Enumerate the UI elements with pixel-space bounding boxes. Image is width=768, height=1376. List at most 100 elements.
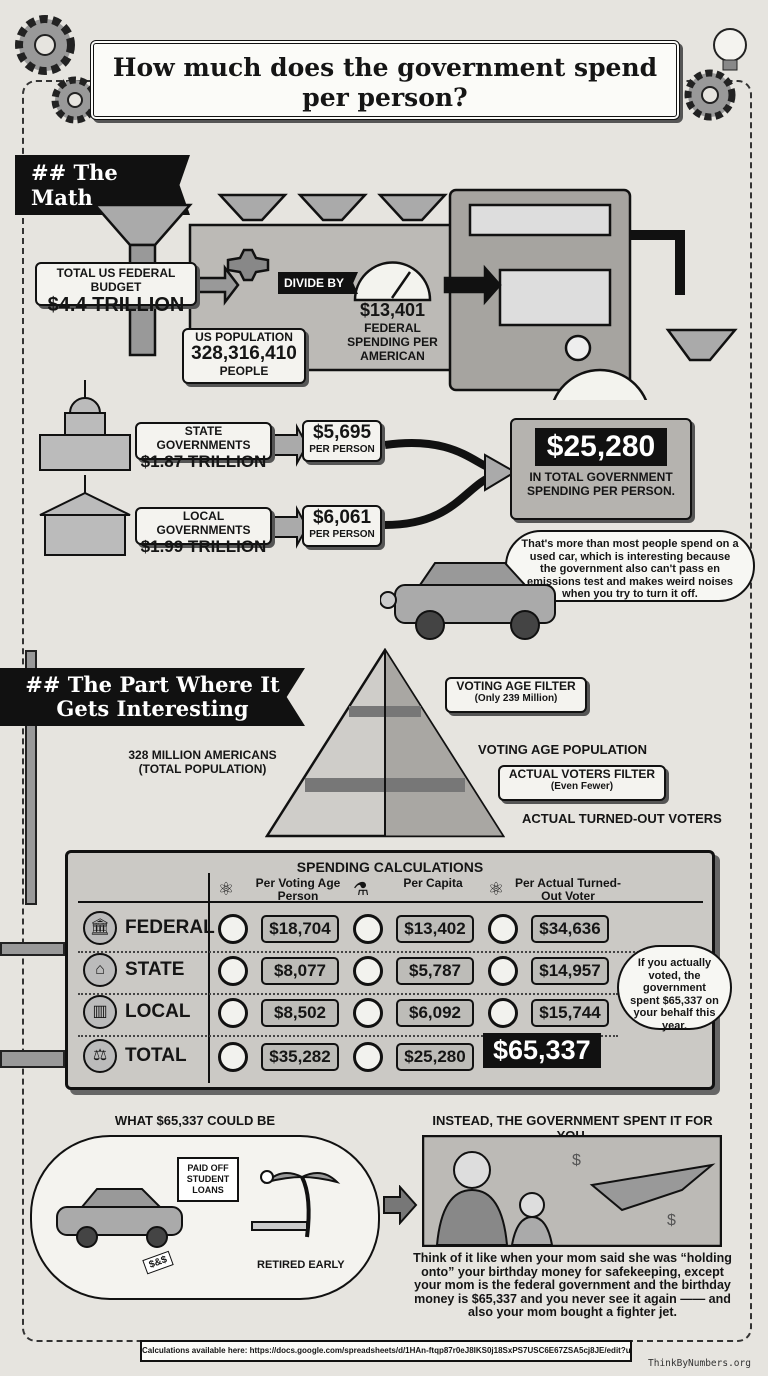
gears-decoration	[15, 15, 747, 124]
local-per-unit: PER PERSON	[309, 529, 375, 540]
city-hall-icon: ▥	[83, 995, 117, 1029]
table-value: $35,282	[261, 1043, 339, 1071]
table-value: $25,280	[396, 1043, 474, 1071]
gauge-icon	[488, 914, 518, 944]
column-header: Per Actual Turned-Out Voter	[514, 876, 621, 903]
state-value: $1.87 TRILLION	[140, 452, 267, 471]
actual-voters-filter-box: ACTUAL VOTERS FILTER (Even Fewer)	[498, 765, 666, 801]
state-per-person-box: $5,695 PER PERSON	[302, 420, 382, 462]
local-per-value: $6,061	[312, 507, 372, 528]
total-spending-value: $25,280	[534, 428, 668, 466]
federal-budget-box: TOTAL US FEDERAL BUDGET $4.4 TRILLION	[35, 262, 197, 316]
voting-age-filter-box: VOTING AGE FILTER (Only 239 Million)	[445, 677, 587, 713]
table-row: ⚖ TOTAL $35,282 $25,280 $65,337	[68, 1033, 708, 1079]
svg-text:$: $	[667, 1212, 676, 1229]
palm-tree-beach-icon	[251, 1170, 341, 1238]
local-governments-box: LOCAL GOVERNMENTS $1.99 TRILLION	[135, 507, 272, 556]
federal-budget-label: TOTAL US FEDERAL BUDGET	[56, 266, 176, 294]
student-loans-certificate: PAID OFF STUDENT LOANS	[177, 1157, 239, 1202]
price-tag: $&$	[142, 1250, 175, 1275]
us-population-value: 328,316,410	[191, 343, 297, 364]
scales-icon: ⚖	[83, 1039, 117, 1073]
table-value: $5,787	[396, 957, 474, 985]
table-row: ▥ LOCAL $8,502 $6,092 $15,744	[68, 995, 708, 1035]
capitol-icon	[39, 380, 131, 471]
section-heading-interesting: ## The Part Where It Gets Interesting	[0, 668, 305, 726]
state-label: STATE GOVERNMENTS	[156, 424, 251, 452]
voting-age-population-label: VOTING AGE POPULATION	[478, 742, 648, 757]
could-be-cloud: PAID OFF STUDENT LOANS $&$ RETIRED EARLY	[30, 1135, 380, 1300]
new-car-icon	[56, 1188, 183, 1248]
federal-per-value: $13,401	[359, 300, 426, 320]
could-be-heading: WHAT $65,337 COULD BE	[114, 1113, 276, 1128]
gauge-icon	[488, 998, 518, 1028]
table-value: $13,402	[396, 915, 474, 943]
table-value: $8,077	[261, 957, 339, 985]
state-governments-box: STATE GOVERNMENTS $1.87 TRILLION	[135, 422, 272, 471]
table-row: 🏛 FEDERAL $18,704 $13,402 $34,636	[68, 911, 708, 951]
federal-budget-value: $4.4 TRILLION	[47, 294, 185, 316]
table-value: $8,502	[261, 999, 339, 1027]
row-label: FEDERAL	[125, 917, 215, 938]
us-population-box: US POPULATION 328,316,410 PEOPLE	[182, 328, 306, 384]
row-divider	[78, 1035, 618, 1037]
state-building-icon	[39, 475, 131, 556]
gauge-icon	[218, 998, 248, 1028]
local-per-person-box: $6,061 PER PERSON	[302, 505, 382, 547]
pipe-decoration	[0, 1050, 65, 1068]
us-population-unit: PEOPLE	[219, 364, 269, 378]
row-divider	[78, 993, 618, 995]
row-label: TOTAL	[125, 1045, 187, 1066]
local-label: LOCAL GOVERNMENTS	[156, 509, 251, 537]
total-population-label: 328 MILLION AMERICANS (TOTAL POPULATION)	[128, 748, 277, 776]
gauge-icon	[353, 1042, 383, 1072]
flask-icon: ⚗	[353, 879, 370, 899]
row-label: STATE	[125, 959, 185, 980]
atom-icon: ⚛	[488, 879, 505, 899]
actual-voters-filter-label: ACTUAL VOTERS FILTER	[508, 767, 656, 781]
government-buildings	[39, 380, 515, 556]
federal-per-label: FEDERAL SPENDING PER AMERICAN	[347, 321, 438, 363]
state-building-icon: ⌂	[83, 953, 117, 987]
table-value: $18,704	[261, 915, 339, 943]
retired-early-label: RETIRED EARLY	[257, 1259, 345, 1271]
column-header: Per Voting Age Person	[255, 876, 341, 903]
state-per-unit: PER PERSON	[309, 444, 375, 455]
table-title: SPENDING CALCULATIONS	[296, 859, 484, 875]
gauge-icon	[353, 998, 383, 1028]
column-header: Per Capita	[403, 876, 463, 890]
spending-calculations-panel: SPENDING CALCULATIONS ⚛ Per Voting Age P…	[65, 850, 715, 1090]
gauge-icon	[218, 1042, 248, 1072]
table-value: $14,957	[531, 957, 609, 985]
pipe-decoration	[0, 942, 65, 956]
federal-per-american: $13,401 FEDERAL SPENDING PER AMERICAN	[335, 300, 450, 363]
calculations-link[interactable]: Calculations available here: https://doc…	[140, 1340, 632, 1362]
column-divider	[208, 873, 210, 1083]
voting-age-filter-sub: (Only 239 Million)	[474, 693, 558, 704]
gauge-icon	[353, 956, 383, 986]
voting-age-filter-label: VOTING AGE FILTER	[456, 679, 576, 693]
us-population-label: US POPULATION	[195, 330, 293, 344]
voter-pyramid	[265, 648, 505, 838]
total-spending-label: IN TOTAL GOVERNMENT SPENDING PER PERSON.	[526, 470, 676, 498]
table-value-highlight: $65,337	[483, 1033, 601, 1068]
local-value: $1.99 TRILLION	[140, 537, 267, 556]
row-divider	[78, 951, 703, 953]
voter-bubble: If you actually voted, the government sp…	[617, 945, 732, 1032]
instead-paragraph: Think of it like when your mom said she …	[413, 1251, 732, 1319]
gauge-icon	[488, 956, 518, 986]
table-row: ⌂ STATE $8,077 $5,787 $14,957	[68, 953, 708, 993]
table-value: $6,092	[396, 999, 474, 1027]
site-credit: ThinkByNumbers.org	[648, 1358, 751, 1369]
svg-text:$: $	[572, 1152, 581, 1169]
divide-by-arrow: DIVIDE BY	[278, 272, 359, 294]
mom-fighter-jet-illustration: $$	[422, 1135, 722, 1247]
gauge-icon	[218, 914, 248, 944]
table-value: $34,636	[531, 915, 609, 943]
lightbulb-icon	[713, 28, 747, 71]
table-value: $15,744	[531, 999, 609, 1027]
gauge-icon	[218, 956, 248, 986]
capitol-icon: 🏛	[83, 911, 117, 945]
page-title: How much does the government spend per p…	[90, 40, 680, 120]
turned-out-voters-label: ACTUAL TURNED-OUT VOTERS	[522, 811, 722, 826]
